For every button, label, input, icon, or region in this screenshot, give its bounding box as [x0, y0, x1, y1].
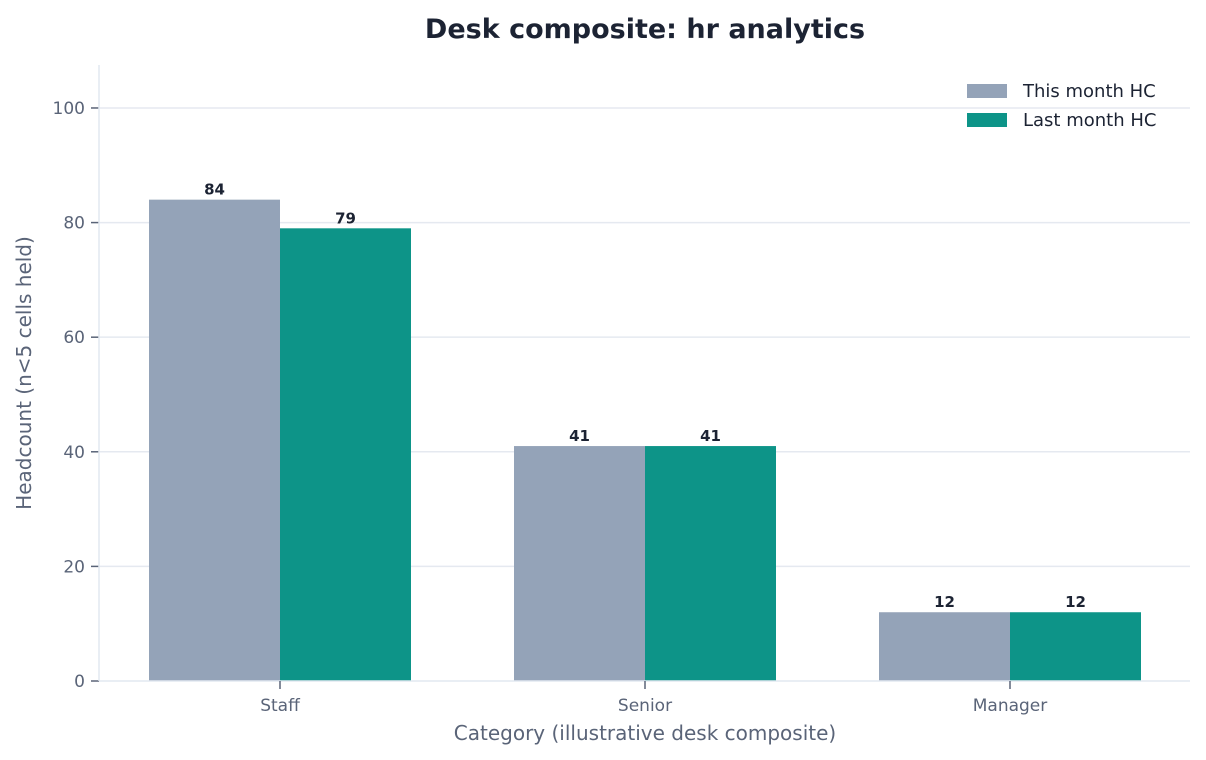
bar [149, 199, 280, 681]
bar-value-label: 41 [569, 427, 590, 445]
x-tick-label: Senior [618, 696, 672, 716]
legend-entry-label: This month HC [1022, 81, 1156, 102]
legend-swatch [967, 113, 1007, 127]
x-tick-label: Manager [973, 696, 1048, 716]
bar-value-label: 84 [204, 181, 225, 199]
bar [1010, 612, 1141, 681]
y-tick-label: 40 [63, 443, 85, 463]
chart-title: Desk composite: hr analytics [425, 14, 865, 45]
y-tick-label: 0 [74, 672, 85, 692]
y-tick-label: 20 [63, 557, 85, 577]
y-tick-label: 80 [63, 214, 85, 234]
y-tick-labels: 0 20 40 60 80 100 [53, 99, 85, 692]
legend-swatch [967, 84, 1007, 98]
x-tick-label: Staff [260, 696, 301, 716]
bar-value-label: 79 [335, 209, 356, 227]
y-tick-label: 60 [63, 328, 85, 348]
bar [879, 612, 1010, 681]
y-axis-label: Headcount (n<5 cells held) [12, 236, 36, 510]
x-tick-labels: Staff Senior Manager [260, 696, 1047, 716]
bar [645, 446, 776, 681]
legend: This month HC Last month HC [967, 81, 1156, 131]
y-tick-label: 100 [53, 99, 85, 119]
bar-value-label: 12 [1065, 593, 1086, 611]
bars [149, 199, 1141, 681]
legend-entry-label: Last month HC [1023, 110, 1156, 131]
x-axis-label: Category (illustrative desk composite) [454, 721, 836, 745]
bar-value-label: 41 [700, 427, 721, 445]
bar [280, 228, 411, 681]
bar-value-label: 12 [934, 593, 955, 611]
axes [91, 65, 1190, 689]
bar [514, 446, 645, 681]
data-labels: 84 79 41 41 12 12 [204, 181, 1086, 612]
